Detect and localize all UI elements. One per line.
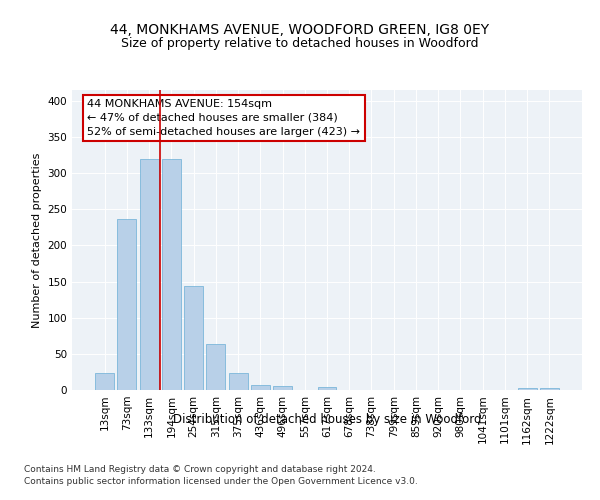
- Bar: [518, 388, 536, 390]
- Text: 44, MONKHAMS AVENUE, WOODFORD GREEN, IG8 0EY: 44, MONKHAMS AVENUE, WOODFORD GREEN, IG8…: [110, 22, 490, 36]
- Bar: [251, 385, 270, 390]
- Text: Contains HM Land Registry data © Crown copyright and database right 2024.: Contains HM Land Registry data © Crown c…: [24, 465, 376, 474]
- Bar: [184, 286, 203, 390]
- Text: Distribution of detached houses by size in Woodford: Distribution of detached houses by size …: [173, 412, 481, 426]
- Bar: [118, 220, 136, 390]
- Bar: [162, 158, 181, 390]
- Text: Contains public sector information licensed under the Open Government Licence v3: Contains public sector information licen…: [24, 478, 418, 486]
- Bar: [229, 374, 248, 390]
- Bar: [540, 388, 559, 390]
- Bar: [317, 387, 337, 390]
- Text: Size of property relative to detached houses in Woodford: Size of property relative to detached ho…: [121, 38, 479, 51]
- Text: 44 MONKHAMS AVENUE: 154sqm
← 47% of detached houses are smaller (384)
52% of sem: 44 MONKHAMS AVENUE: 154sqm ← 47% of deta…: [88, 99, 360, 137]
- Bar: [140, 158, 158, 390]
- Bar: [206, 344, 225, 390]
- Y-axis label: Number of detached properties: Number of detached properties: [32, 152, 42, 328]
- Bar: [95, 374, 114, 390]
- Bar: [273, 386, 292, 390]
